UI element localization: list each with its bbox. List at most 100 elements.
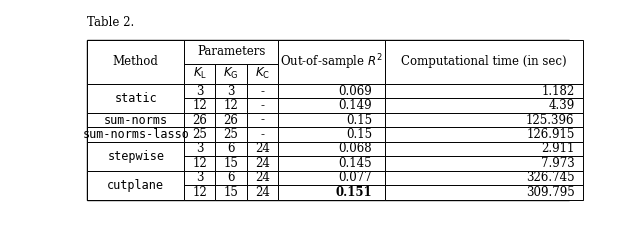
Text: 26: 26: [223, 114, 239, 127]
Bar: [216, 64, 246, 84]
Bar: [246, 98, 278, 113]
Bar: [385, 171, 584, 185]
Bar: [216, 127, 246, 142]
Bar: [246, 64, 278, 84]
Bar: [184, 64, 216, 84]
Bar: [278, 185, 385, 200]
Text: $K_{\mathrm{C}}$: $K_{\mathrm{C}}$: [255, 66, 270, 81]
Text: 12: 12: [193, 99, 207, 112]
Bar: [385, 113, 584, 127]
Bar: [246, 84, 278, 98]
Text: 6: 6: [227, 142, 235, 155]
Bar: [278, 142, 385, 156]
Text: 24: 24: [255, 171, 269, 184]
Text: 24: 24: [255, 142, 269, 155]
Text: 7.973: 7.973: [541, 157, 575, 170]
Text: 24: 24: [255, 186, 269, 199]
Text: 1.182: 1.182: [541, 85, 575, 98]
Bar: [216, 142, 246, 156]
Bar: [246, 171, 278, 185]
Bar: [278, 98, 385, 113]
Text: 25: 25: [193, 128, 207, 141]
Text: 0.15: 0.15: [346, 128, 372, 141]
Bar: [184, 98, 216, 113]
Text: sum-norms: sum-norms: [104, 114, 168, 127]
Text: 0.077: 0.077: [339, 171, 372, 184]
Text: 26: 26: [193, 114, 207, 127]
Text: 4.39: 4.39: [548, 99, 575, 112]
Text: 0.151: 0.151: [335, 186, 372, 199]
Text: 3: 3: [196, 142, 204, 155]
Bar: [278, 84, 385, 98]
Bar: [184, 156, 216, 171]
Bar: [88, 113, 184, 127]
Text: Table 2.: Table 2.: [88, 16, 134, 29]
Text: Out-of-sample $R^2$: Out-of-sample $R^2$: [280, 52, 383, 72]
Bar: [184, 127, 216, 142]
Text: -: -: [260, 85, 264, 98]
Text: $K_{\mathrm{G}}$: $K_{\mathrm{G}}$: [223, 66, 239, 81]
Bar: [246, 185, 278, 200]
Text: sum-norms-lasso: sum-norms-lasso: [83, 128, 189, 141]
Text: 12: 12: [223, 99, 239, 112]
Bar: [246, 127, 278, 142]
Text: 0.068: 0.068: [339, 142, 372, 155]
Bar: [278, 113, 385, 127]
Text: -: -: [260, 128, 264, 141]
Text: -: -: [260, 99, 264, 112]
Bar: [385, 156, 584, 171]
Text: 24: 24: [255, 157, 269, 170]
Text: 12: 12: [193, 157, 207, 170]
Text: 309.795: 309.795: [526, 186, 575, 199]
Bar: [278, 156, 385, 171]
Bar: [278, 40, 385, 84]
Bar: [184, 40, 278, 64]
Text: 3: 3: [227, 85, 235, 98]
Text: $K_{\mathrm{L}}$: $K_{\mathrm{L}}$: [193, 66, 207, 81]
Text: -: -: [260, 114, 264, 127]
Text: Parameters: Parameters: [197, 45, 265, 58]
Bar: [385, 84, 584, 98]
Bar: [385, 98, 584, 113]
Bar: [88, 127, 184, 142]
Bar: [385, 127, 584, 142]
Text: 125.396: 125.396: [526, 114, 575, 127]
Bar: [88, 171, 184, 200]
Text: 0.15: 0.15: [346, 114, 372, 127]
Text: 0.145: 0.145: [339, 157, 372, 170]
Bar: [184, 84, 216, 98]
Bar: [216, 171, 246, 185]
Text: Method: Method: [113, 55, 159, 68]
Bar: [216, 185, 246, 200]
Bar: [88, 84, 184, 113]
Text: static: static: [115, 92, 157, 105]
Text: 0.149: 0.149: [339, 99, 372, 112]
Bar: [216, 156, 246, 171]
Bar: [88, 142, 184, 171]
Text: 126.915: 126.915: [526, 128, 575, 141]
Text: stepwise: stepwise: [108, 150, 164, 163]
Bar: [385, 185, 584, 200]
Text: 25: 25: [223, 128, 239, 141]
Bar: [88, 40, 184, 84]
Bar: [246, 156, 278, 171]
Bar: [216, 113, 246, 127]
Text: Computational time (in sec): Computational time (in sec): [401, 55, 567, 68]
Bar: [278, 127, 385, 142]
Text: 0.069: 0.069: [339, 85, 372, 98]
Text: 15: 15: [223, 186, 239, 199]
Bar: [216, 98, 246, 113]
Text: 3: 3: [196, 171, 204, 184]
Bar: [184, 113, 216, 127]
Bar: [246, 113, 278, 127]
Text: 326.745: 326.745: [526, 171, 575, 184]
Bar: [246, 142, 278, 156]
Text: cutplane: cutplane: [108, 179, 164, 192]
Text: 15: 15: [223, 157, 239, 170]
Bar: [216, 84, 246, 98]
Bar: [184, 142, 216, 156]
Text: 6: 6: [227, 171, 235, 184]
Text: 3: 3: [196, 85, 204, 98]
Bar: [385, 142, 584, 156]
Bar: [184, 171, 216, 185]
